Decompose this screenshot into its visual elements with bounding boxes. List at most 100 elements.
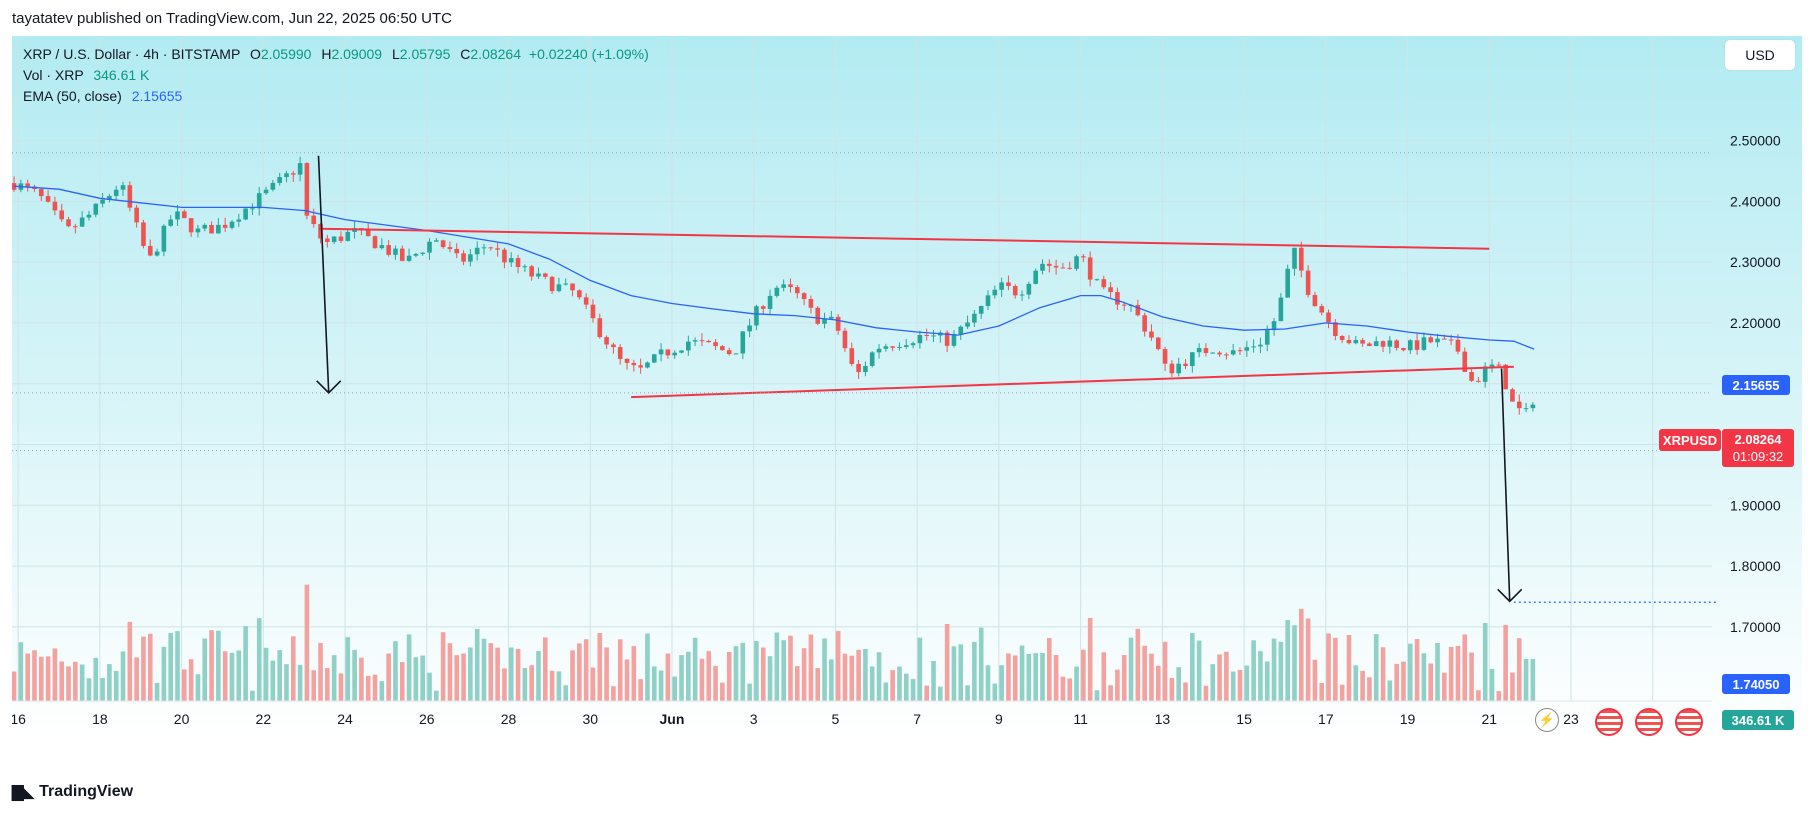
price-axis-label: 2.40000 [1730,193,1781,209]
volume-bar [522,668,528,701]
volume-bar [284,664,289,701]
candle-body [1496,364,1502,366]
volume-bar [45,656,51,701]
last-price-tag: 2.08264 01:09:32 [1722,429,1794,467]
volume-bar [767,656,773,701]
volume-bar [1428,663,1434,701]
volume-bar [1128,637,1134,701]
candle-body [1482,366,1488,382]
volume-bar [141,636,146,701]
volume-bar [1244,665,1250,701]
tradingview-logo[interactable]: ▇◣ TradingView [12,783,133,801]
volume-bar [1319,682,1325,701]
candle-body [1203,348,1209,353]
volume-bar [263,647,269,701]
candle-body [631,362,637,366]
candle-body [1476,380,1481,382]
candle-body [951,334,957,346]
candle-body [311,215,317,225]
candle-body [903,345,909,347]
candle-body [1251,346,1256,348]
volume-bar [73,661,78,701]
price-chart[interactable]: 2.500002.400002.300002.200002.100002.000… [12,36,1802,737]
volume-bar [931,660,936,701]
volume-bar [297,664,303,701]
volume-bar [420,655,426,701]
volume-bar [965,685,970,701]
candle-body [788,284,793,288]
volume-bar [222,651,228,701]
volume-bar [1346,635,1352,701]
volume-bar [1210,664,1216,701]
candle-body [325,238,330,242]
candle-body [297,163,303,175]
volume-bar [1523,658,1529,701]
currency-button[interactable]: USD [1725,40,1795,70]
volume-bar [897,666,902,701]
candle-body [427,241,432,253]
volume-bar [679,655,684,701]
candle-body [638,365,643,368]
volume-bar [733,646,739,701]
candle-body [1516,401,1522,409]
volume-bar [1394,663,1399,701]
candle-body [1087,257,1093,280]
volume-bar [992,683,998,701]
candle-body [972,313,977,323]
volume-bar [1162,641,1168,701]
candle-body [985,295,991,306]
candle-body [1360,340,1365,344]
candle-body [699,340,705,342]
candle-body [665,349,671,356]
candle-body [1217,352,1222,355]
candle-body [277,177,282,183]
volume-bar [1305,618,1311,701]
trendline [631,365,1514,399]
candle-body [692,340,698,342]
volume-bar [147,633,153,701]
volume-bar [488,643,494,701]
time-axis-label: 5 [832,711,840,727]
volume-bar [52,648,58,701]
candle-body [1407,340,1413,351]
us-flag-icon[interactable] [1595,708,1623,736]
volume-bar [1326,633,1331,701]
volume-bar [699,658,705,701]
candle-body [835,316,841,331]
candle-body [1046,263,1052,266]
volume-bar [1496,691,1502,701]
volume-bar [59,661,65,701]
volume-bar [1285,620,1290,701]
legend-ema-value: 2.15655 [131,88,183,104]
us-flag-icon[interactable] [1675,708,1703,736]
volume-bar [120,651,126,701]
candle-body [393,248,398,255]
us-flag-icon[interactable] [1635,708,1663,736]
volume-bar [1074,666,1079,701]
legend-close-value: 2.08264 [470,46,521,62]
candle-body [944,332,950,346]
candle-body [222,224,228,228]
candle-body [910,343,916,346]
axis-layer: 2.500002.400002.300002.200002.100002.000… [12,133,1781,727]
volume-bar [1046,638,1052,701]
candle-body [250,208,255,210]
volume-bar [672,676,678,701]
volume-bar [134,657,139,701]
volume-bar [25,653,30,701]
candle-body [781,284,786,288]
candle-body [107,195,112,200]
volume-bar [815,668,821,701]
candle-body [365,229,371,237]
candle-body [474,247,480,255]
volume-bar [1121,654,1127,701]
candle-body [1278,297,1284,322]
candle-body [542,273,548,277]
volume-bar [713,665,718,701]
lightning-icon[interactable]: ⚡ [1535,708,1559,732]
legend-high-value: 2.09009 [331,46,383,62]
legend-symbol: XRP / U.S. Dollar · 4h · BITSTAMP [23,46,241,62]
volume-bar [617,639,623,701]
volume-bar [651,666,657,701]
chart-frame[interactable]: 2.500002.400002.300002.200002.100002.000… [12,36,1802,737]
